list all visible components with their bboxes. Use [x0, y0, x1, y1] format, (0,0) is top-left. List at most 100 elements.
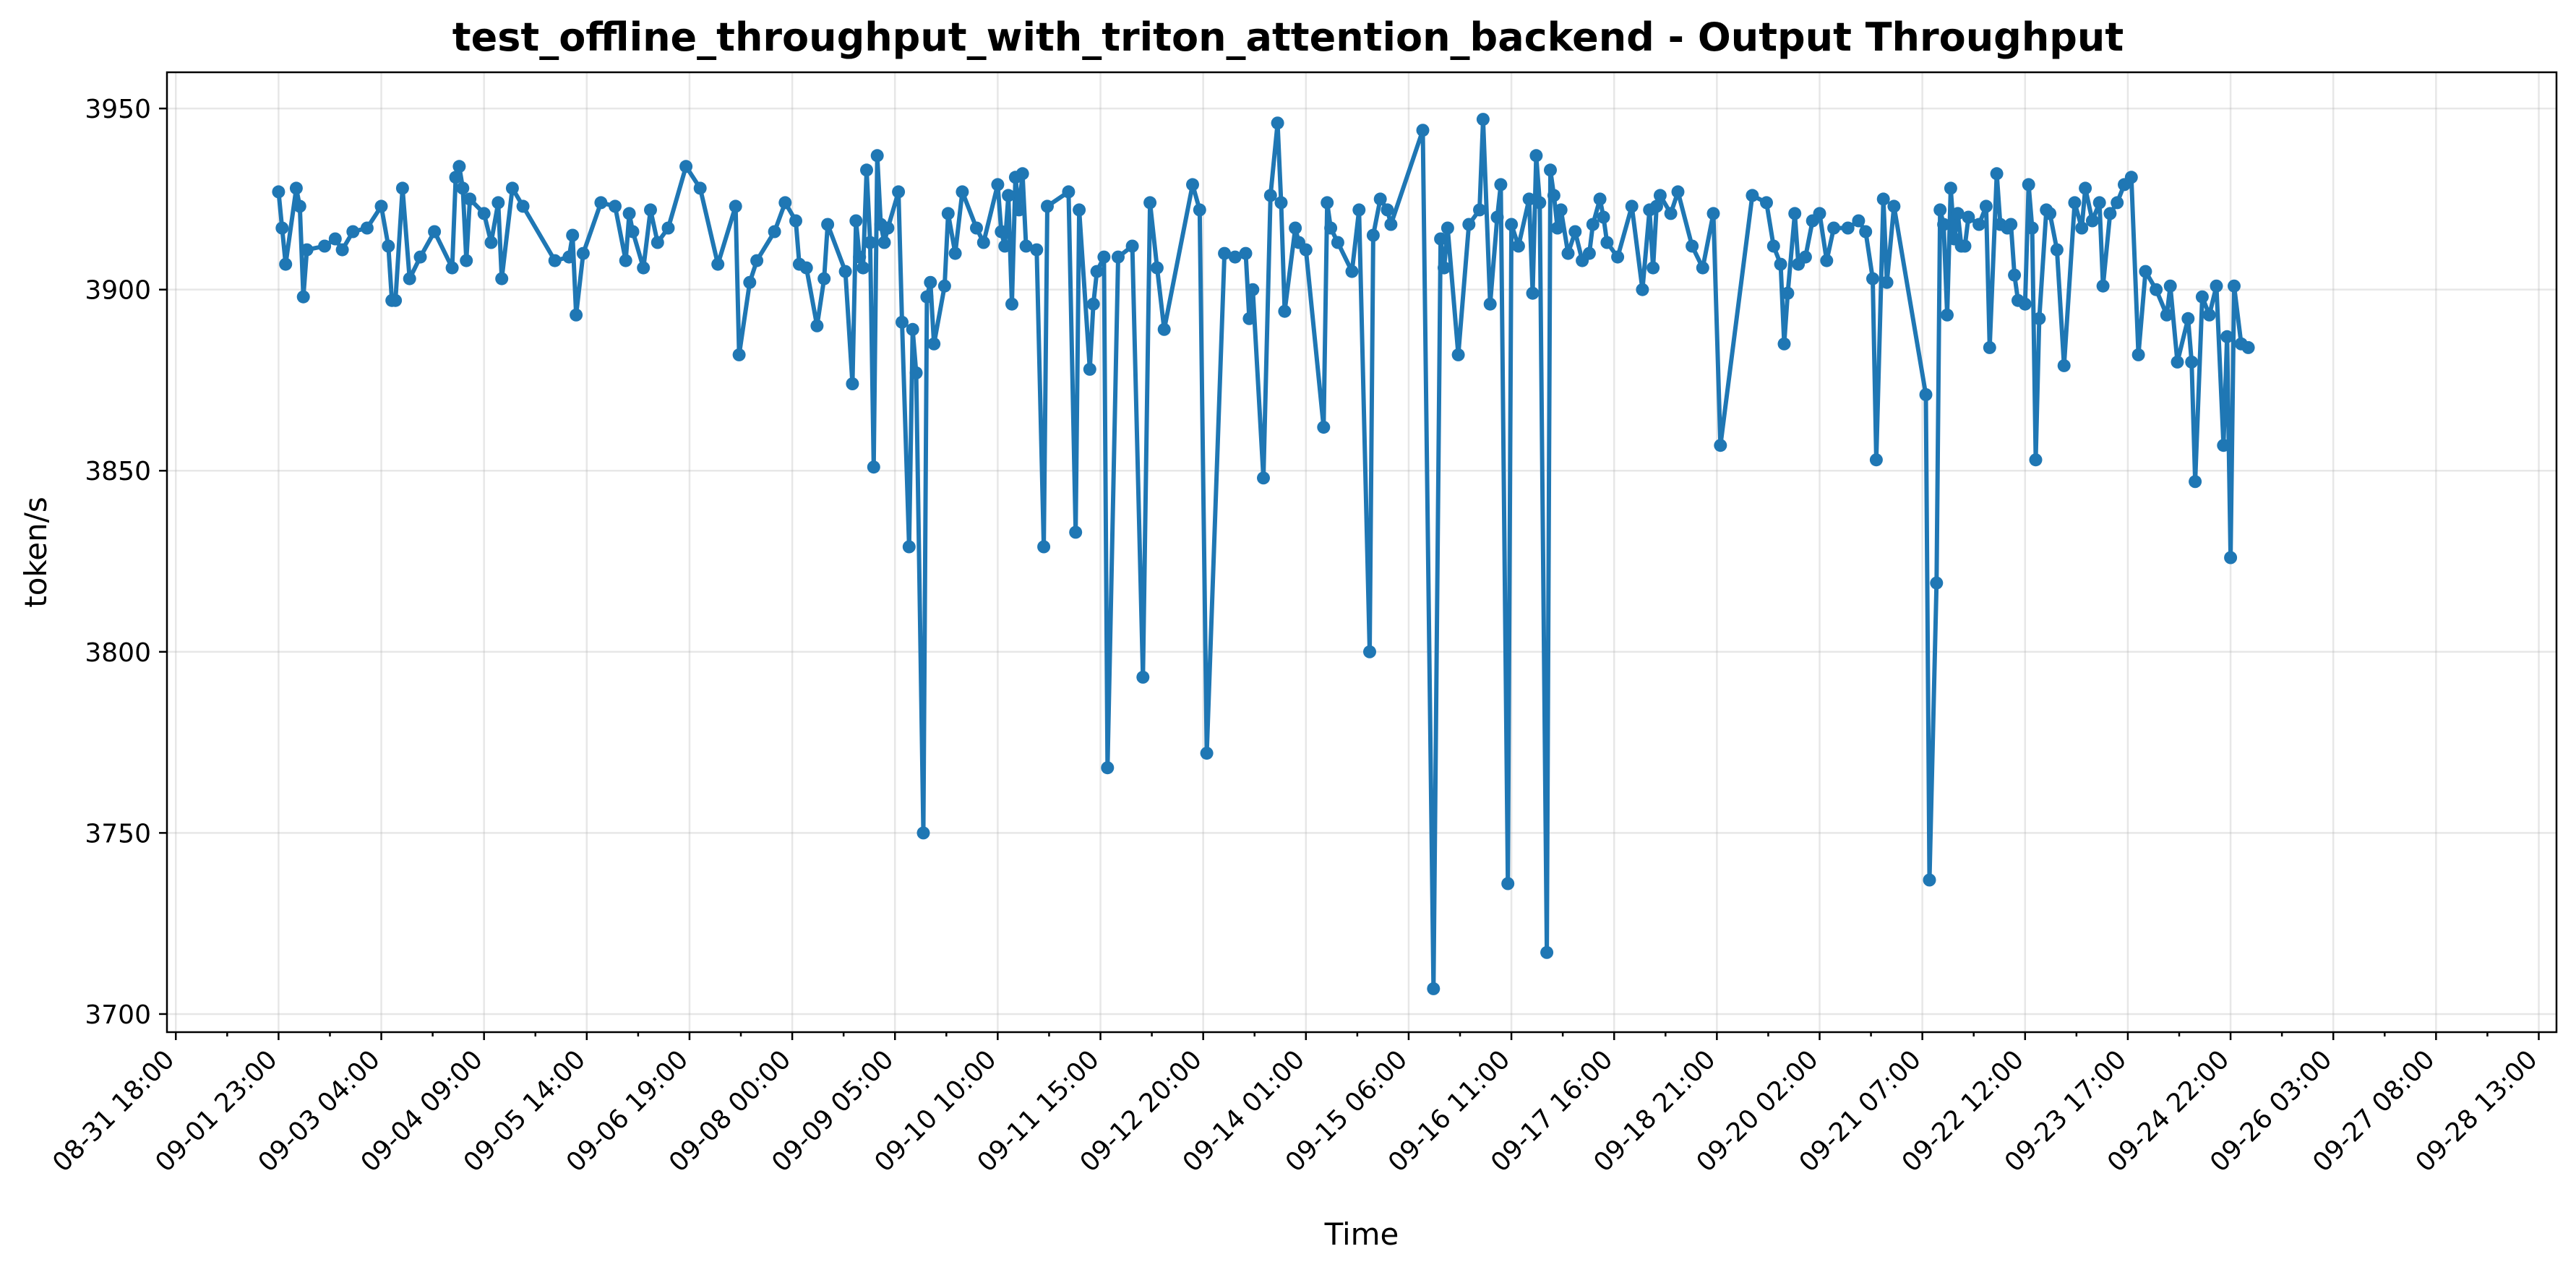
data-point: [491, 196, 505, 210]
data-point: [1554, 203, 1568, 217]
data-point: [1625, 199, 1639, 213]
data-point: [289, 181, 303, 195]
data-point: [2150, 283, 2163, 296]
data-point: [1582, 246, 1596, 260]
data-point: [1246, 283, 1260, 296]
data-point: [300, 243, 314, 257]
data-point: [1501, 877, 1515, 890]
data-point: [1019, 239, 1033, 253]
data-point: [1271, 116, 1284, 130]
data-point: [1664, 207, 1678, 220]
data-point: [916, 826, 930, 840]
data-point: [1533, 196, 1547, 210]
data-point: [902, 540, 916, 554]
data-point: [849, 214, 863, 228]
data-point: [877, 236, 891, 249]
data-point: [1299, 243, 1313, 257]
data-point: [413, 250, 427, 264]
data-point: [2068, 196, 2082, 210]
data-point: [1125, 239, 1139, 253]
data-point: [948, 246, 962, 260]
data-point: [566, 228, 580, 242]
data-point: [1774, 257, 1787, 271]
data-point: [1200, 747, 1214, 760]
data-point: [927, 337, 941, 351]
data-point: [799, 261, 813, 275]
data-point: [1476, 113, 1490, 126]
data-point: [1746, 189, 1759, 202]
grid-lines: [167, 72, 2556, 1032]
data-point: [1923, 873, 1936, 887]
data-point: [2022, 178, 2035, 192]
data-point: [853, 250, 867, 264]
data-point: [1434, 232, 1448, 246]
data-point: [1097, 250, 1111, 264]
data-point: [1593, 192, 1607, 206]
data-point: [1788, 207, 1802, 220]
data-point: [1157, 322, 1171, 336]
data-point: [1427, 982, 1441, 995]
data-point: [906, 322, 919, 336]
data-point: [1919, 388, 1933, 401]
data-point: [2124, 171, 2138, 184]
data-point: [1373, 192, 1387, 206]
data-point: [1112, 250, 1125, 264]
data-point: [821, 218, 835, 231]
data-point: [2195, 290, 2209, 304]
data-point: [1544, 163, 1557, 177]
data-point: [1522, 192, 1536, 206]
data-point: [2079, 181, 2092, 195]
data-point: [1813, 207, 1826, 220]
data-point: [2029, 453, 2043, 467]
data-point: [2050, 243, 2064, 257]
data-point: [1086, 297, 1100, 311]
data-point: [1930, 576, 1944, 590]
data-point: [516, 199, 530, 213]
data-point: [272, 185, 285, 199]
data-point: [1101, 761, 1115, 775]
data-point: [1321, 196, 1334, 210]
data-point: [1647, 261, 1660, 275]
data-point: [460, 254, 473, 267]
data-point: [2181, 312, 2195, 325]
data-point: [2085, 214, 2099, 228]
data-point: [484, 236, 498, 249]
data-point: [576, 246, 590, 260]
data-point: [2032, 312, 2046, 325]
data-point: [1944, 181, 1957, 195]
data-point: [1827, 221, 1841, 235]
data-point: [1597, 210, 1610, 224]
data-point: [477, 207, 491, 220]
data-point: [976, 236, 990, 249]
data-point: [1941, 308, 1954, 322]
data-point: [1852, 214, 1866, 228]
data-point: [1274, 196, 1288, 210]
data-point: [937, 279, 951, 293]
data-point: [2004, 218, 2018, 231]
series-markers-layer: [272, 113, 2255, 995]
data-point: [1090, 265, 1104, 278]
data-point: [892, 185, 906, 199]
data-point: [1547, 189, 1560, 202]
data-point: [970, 221, 983, 235]
data-point: [711, 257, 725, 271]
data-point: [2202, 308, 2216, 322]
data-point: [881, 221, 895, 235]
data-point: [789, 214, 802, 228]
data-point: [856, 261, 870, 275]
data-point: [2057, 359, 2071, 372]
data-point: [1958, 239, 1972, 253]
data-point: [1324, 221, 1338, 235]
data-point: [360, 221, 374, 235]
data-point: [1451, 348, 1465, 361]
data-point: [1483, 297, 1497, 311]
data-point: [2018, 297, 2032, 311]
data-point: [1962, 210, 1975, 224]
data-point: [998, 239, 1012, 253]
data-point: [1671, 185, 1685, 199]
data-point: [1073, 203, 1086, 217]
data-point: [1540, 945, 1554, 959]
data-point: [1951, 207, 1965, 220]
